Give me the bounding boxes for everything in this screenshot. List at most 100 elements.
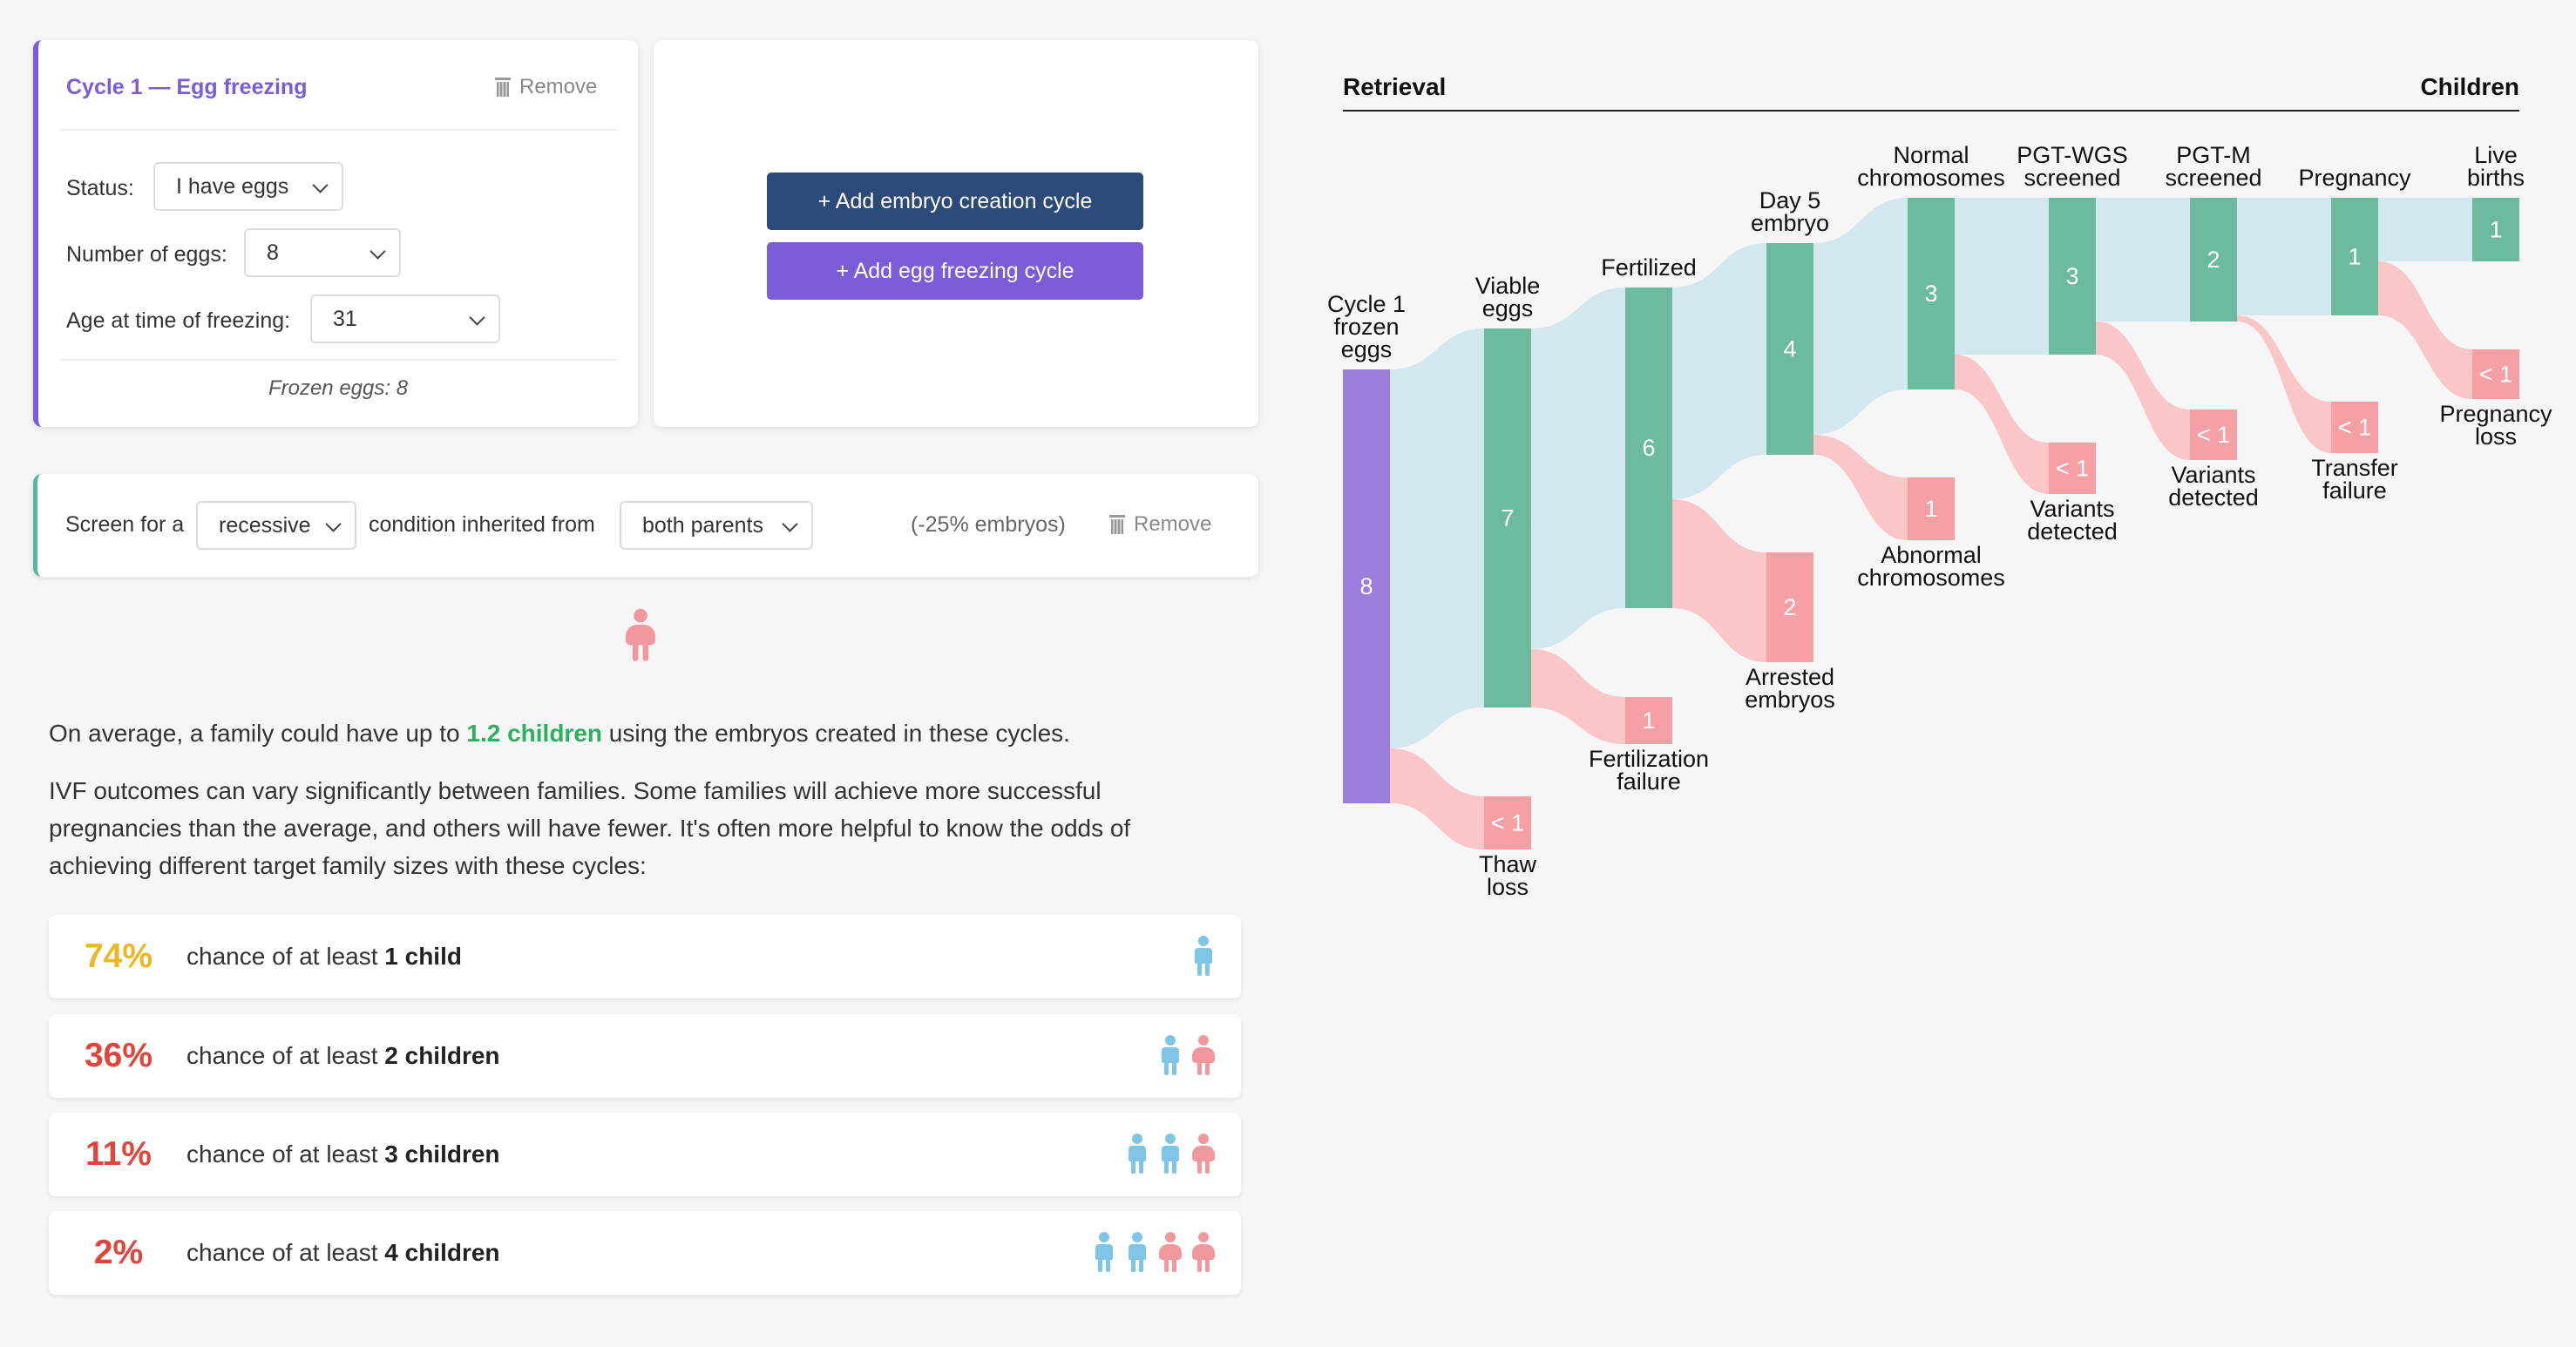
sankey-node bbox=[2331, 198, 2378, 315]
family-size-icons bbox=[1051, 1134, 1225, 1175]
chevron-down-icon bbox=[325, 516, 342, 532]
trash-icon bbox=[1109, 515, 1125, 534]
sankey-node-value: 1 bbox=[2489, 217, 2502, 243]
chevron-down-icon bbox=[312, 177, 329, 193]
sankey-stage-label: embryo bbox=[1751, 210, 1829, 236]
sankey-node-value: 3 bbox=[1924, 281, 1937, 307]
girl-icon bbox=[1192, 1035, 1215, 1077]
sankey-loss-label: Variants bbox=[2030, 496, 2114, 522]
sankey-node-value: 8 bbox=[1359, 573, 1373, 599]
sankey-loss-label: failure bbox=[1617, 768, 1681, 795]
status-label: Status: bbox=[66, 176, 134, 200]
sankey-loss-node bbox=[2331, 402, 2378, 453]
parents-value: both parents bbox=[642, 513, 763, 538]
remove-screening-button[interactable]: Remove bbox=[1109, 512, 1211, 537]
odds-percent: 11% bbox=[85, 1135, 152, 1173]
sankey-loss-value: 2 bbox=[1783, 594, 1796, 620]
parents-select[interactable]: both parents bbox=[620, 501, 813, 550]
trash-icon bbox=[495, 78, 511, 97]
average-children-value: 1.2 children bbox=[466, 720, 603, 747]
sankey-loss-label: Transfer bbox=[2311, 455, 2398, 481]
sankey-link bbox=[1531, 288, 1625, 649]
sankey-loss-link bbox=[2378, 261, 2472, 399]
sankey-node-value: 1 bbox=[2348, 244, 2361, 270]
remove-label: Remove bbox=[1134, 512, 1212, 536]
sankey-link bbox=[2096, 198, 2190, 322]
girl-icon bbox=[1192, 1232, 1215, 1274]
sankey-loss-link bbox=[2237, 315, 2331, 453]
sankey-link bbox=[2237, 198, 2331, 315]
sankey-loss-label: detected bbox=[2027, 518, 2118, 545]
eggs-label: Number of eggs: bbox=[66, 242, 227, 267]
cycle-title: Cycle 1 — Egg freezing bbox=[66, 75, 308, 99]
odds-row: 2% chance of at least 4 children bbox=[49, 1211, 1241, 1295]
sankey-link bbox=[2378, 198, 2472, 261]
sankey-loss-link bbox=[1672, 499, 1766, 662]
sankey-node bbox=[1766, 243, 1813, 455]
sankey-loss-label: Pregnancy bbox=[2439, 401, 2552, 427]
odds-text: chance of at least 3 children bbox=[186, 1141, 500, 1168]
add-embryo-creation-cycle-button[interactable]: + Add embryo creation cycle bbox=[767, 173, 1143, 230]
age-select[interactable]: 31 bbox=[310, 294, 500, 343]
sankey-stage-label: Cycle 1 bbox=[1327, 291, 1406, 317]
variability-line: IVF outcomes can vary significantly betw… bbox=[49, 777, 1102, 804]
odds-row: 11% chance of at least 3 children bbox=[49, 1113, 1241, 1196]
sankey-stage-label: Normal bbox=[1893, 142, 1969, 168]
average-children-summary: On average, a family could have up to 1.… bbox=[49, 714, 1070, 752]
sankey-loss-label: loss bbox=[2475, 423, 2517, 450]
child-icon bbox=[626, 608, 655, 663]
sankey-loss-label: chromosomes bbox=[1857, 565, 2005, 591]
add-cycle-card: + Add embryo creation cycle + Add egg fr… bbox=[654, 40, 1258, 427]
summary-tail: using the embryos created in these cycle… bbox=[602, 720, 1070, 747]
sankey-loss-label: failure bbox=[2322, 477, 2387, 504]
odds-percent: 36% bbox=[84, 1037, 153, 1074]
family-size-icons bbox=[1051, 936, 1225, 978]
divider bbox=[61, 359, 617, 361]
sankey-link bbox=[1390, 328, 1484, 748]
sankey-loss-label: Fertilization bbox=[1589, 746, 1709, 772]
sankey-loss-value: < 1 bbox=[1491, 810, 1524, 836]
family-size-icons bbox=[1051, 1232, 1225, 1274]
family-size-icons bbox=[1051, 1035, 1225, 1077]
sankey-loss-value: < 1 bbox=[2056, 456, 2089, 482]
sankey-stage-label: Pregnancy bbox=[2298, 165, 2411, 191]
sankey-stage-label: Day 5 bbox=[1759, 187, 1821, 213]
screen-prefix-label: Screen for a bbox=[65, 512, 185, 537]
sankey-loss-label: embryos bbox=[1745, 687, 1835, 713]
variability-paragraph: IVF outcomes can vary significantly betw… bbox=[49, 772, 1130, 884]
sankey-node-value: 4 bbox=[1783, 336, 1796, 362]
egg-count-value: 8 bbox=[267, 240, 279, 265]
condition-type-select[interactable]: recessive bbox=[196, 501, 356, 550]
summary-lead: On average, a family could have up to bbox=[49, 720, 467, 747]
sankey-node bbox=[1343, 369, 1390, 803]
sankey-loss-label: detected bbox=[2168, 484, 2259, 511]
sankey-stage-label: PGT-WGS bbox=[2017, 142, 2128, 168]
sankey-node-value: 7 bbox=[1501, 505, 1514, 531]
sankey-link bbox=[1955, 198, 2049, 355]
sankey-loss-value: 1 bbox=[1642, 707, 1655, 734]
odds-text: chance of at least 4 children bbox=[186, 1239, 500, 1266]
sankey-loss-label: loss bbox=[1487, 874, 1529, 900]
sankey-node-value: 6 bbox=[1642, 435, 1655, 461]
divider bbox=[61, 129, 617, 131]
girl-icon bbox=[1159, 1232, 1182, 1274]
sankey-stage-label: Fertilized bbox=[1601, 254, 1697, 281]
status-select[interactable]: I have eggs bbox=[153, 162, 343, 211]
sankey-loss-link bbox=[2096, 322, 2190, 460]
remove-cycle-button[interactable]: Remove bbox=[495, 75, 597, 99]
sankey-loss-value: < 1 bbox=[2197, 422, 2230, 448]
egg-count-select[interactable]: 8 bbox=[244, 228, 401, 277]
sankey-loss-label: Thaw bbox=[1479, 851, 1537, 877]
sankey-loss-node bbox=[2190, 410, 2237, 460]
odds-text: chance of at least 2 children bbox=[186, 1042, 500, 1069]
sankey-stage-label: Viable bbox=[1475, 273, 1541, 299]
add-egg-freezing-cycle-button[interactable]: + Add egg freezing cycle bbox=[767, 242, 1143, 300]
sankey-loss-node bbox=[2049, 443, 2096, 494]
sankey-node-value: 3 bbox=[2065, 263, 2078, 289]
age-label: Age at time of freezing: bbox=[66, 308, 291, 333]
girl-icon bbox=[1192, 1134, 1215, 1175]
sankey-loss-link bbox=[1955, 355, 2049, 494]
chevron-down-icon bbox=[469, 309, 485, 326]
chevron-down-icon bbox=[369, 243, 386, 260]
sankey-stage-label: frozen bbox=[1333, 314, 1399, 340]
